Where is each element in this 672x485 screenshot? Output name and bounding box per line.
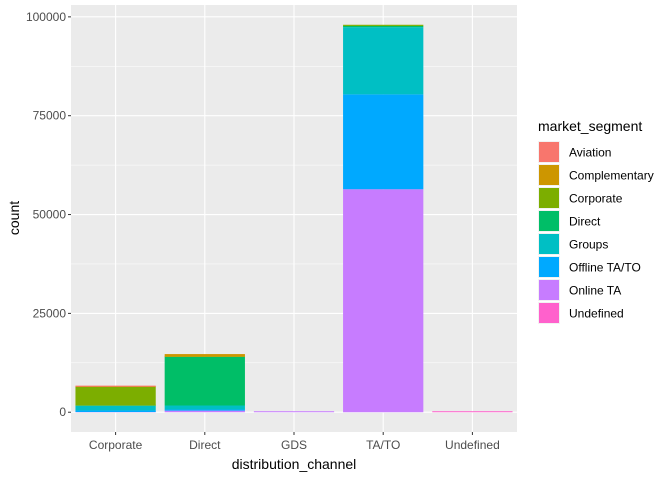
x-tick-label: Direct <box>189 438 221 452</box>
bar-segment-corporate <box>75 386 156 406</box>
bar-segment-groups <box>343 27 424 95</box>
bar-segment-undefined <box>432 411 513 413</box>
legend-label: Aviation <box>569 146 611 160</box>
y-tick-label: 25000 <box>33 306 67 320</box>
bar-segment-direct <box>343 25 424 28</box>
bar-segment-complementary <box>164 354 245 357</box>
bar-segment-online-ta <box>253 411 335 413</box>
legend-swatch <box>539 234 559 254</box>
bar-segment-groups <box>75 405 156 411</box>
x-axis-title: distribution_channel <box>232 456 357 472</box>
bar-segment-corporate <box>343 24 424 26</box>
x-tick-label: TA/TO <box>366 438 400 452</box>
legend: market_segment Aviation Complementary Corp… <box>538 118 654 324</box>
axes: 0 25000 50000 75000 100000 Corporate Direct GDS… <box>26 10 500 452</box>
y-tick-label: 75000 <box>33 109 67 123</box>
bar-segment-online-ta <box>164 410 245 413</box>
bar-segment-groups <box>164 405 245 410</box>
legend-label: Corporate <box>569 192 623 206</box>
bar-segment-offline-ta-to <box>164 409 245 411</box>
legend-label: Groups <box>569 238 608 252</box>
legend-swatch <box>539 303 559 323</box>
legend-swatch <box>539 165 559 185</box>
legend-swatch <box>539 257 559 277</box>
x-tick-label: Undefined <box>445 438 500 452</box>
legend-label: Offline TA/TO <box>569 261 641 275</box>
legend-label: Online TA <box>569 284 621 298</box>
bar-segment-offline-ta-to <box>343 94 424 190</box>
legend-label: Complementary <box>569 169 654 183</box>
y-tick-label: 100000 <box>26 10 66 24</box>
x-tick-label: Corporate <box>89 438 143 452</box>
x-tick-label: GDS <box>281 438 307 452</box>
legend-swatch <box>539 188 559 208</box>
bar-segment-aviation <box>75 385 156 387</box>
legend-title: market_segment <box>538 118 642 134</box>
bar-segment-direct <box>164 356 245 406</box>
bars <box>75 24 513 413</box>
legend-label: Undefined <box>569 307 624 321</box>
legend-swatch <box>539 142 559 162</box>
y-tick-label: 50000 <box>33 208 67 222</box>
bar-segment-offline-ta-to <box>75 410 156 413</box>
y-axis-title: count <box>6 201 22 235</box>
bar-segment-online-ta <box>343 189 424 413</box>
legend-label: Direct <box>569 215 601 229</box>
legend-swatch <box>539 280 559 300</box>
legend-swatch <box>539 211 559 231</box>
y-tick-label: 0 <box>59 405 66 419</box>
